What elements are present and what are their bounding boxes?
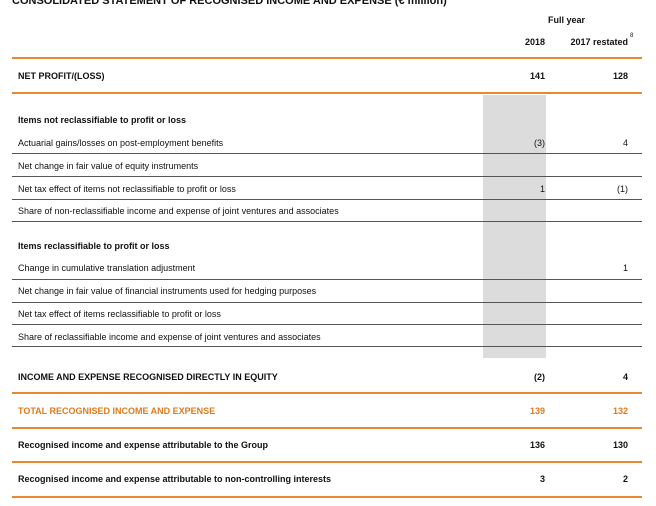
row-label: Items reclassifiable to profit or loss [18,241,170,251]
row-rule [12,176,642,177]
cell-2017: 4 [622,138,628,148]
header-rule [12,57,642,59]
row-label: Net change in fair value of equity instr… [18,161,199,171]
row-label: NET PROFIT/(LOSS) [18,71,105,81]
cell-2017: 132 [612,406,628,416]
cell-2018: 1 [539,184,545,194]
cell-2018: 141 [529,71,545,81]
row-rule [12,392,642,394]
cell-2017: 2 [622,474,628,484]
row-rule [12,153,642,154]
row-rule [12,92,642,94]
cell-2017: (1) [617,184,628,194]
footnote-mark: 8 [630,33,634,39]
cell-2017: 130 [612,440,628,450]
row-rule [12,199,642,200]
row-label: Net change in fair value of financial in… [18,286,317,296]
table-title: CONSOLIDATED STATEMENT OF RECOGNISED INC… [12,0,447,7]
row-label: TOTAL RECOGNISED INCOME AND EXPENSE [18,406,216,416]
row-rule [12,346,642,347]
cell-2018: 136 [529,440,545,450]
row-rule [12,221,642,222]
row-label: INCOME AND EXPENSE RECOGNISED DIRECTLY I… [18,372,278,382]
column-header: 2017 restated [570,37,628,47]
row-rule [12,461,642,463]
row-label: Change in cumulative translation adjustm… [18,263,196,273]
row-label: Share of reclassifiable income and expen… [18,332,321,342]
row-rule [12,496,642,498]
row-label: Items not reclassifiable to profit or lo… [18,115,187,125]
cell-2017: 4 [622,372,628,382]
cell-2017: 1 [622,263,628,273]
period-header: Full year [548,15,586,25]
row-label: Net tax effect of items reclassifiable t… [18,309,221,319]
row-label: Share of non-reclassifiable income and e… [18,206,339,216]
cell-2018: (3) [534,138,545,148]
cell-2018: 139 [529,406,545,416]
row-label: Recognised income and expense attributab… [18,440,269,450]
column-header: 2018 [524,37,545,47]
row-rule [12,279,642,280]
cell-2018: (2) [534,372,545,382]
row-rule [12,324,642,325]
row-rule [12,427,642,429]
row-rule [12,302,642,303]
row-label: Net tax effect of items not reclassifiab… [18,184,236,194]
cell-2017: 128 [612,71,628,81]
highlight-column [483,95,546,358]
row-label: Recognised income and expense attributab… [18,474,332,484]
row-label: Actuarial gains/losses on post-employmen… [18,138,224,148]
cell-2018: 3 [539,474,545,484]
